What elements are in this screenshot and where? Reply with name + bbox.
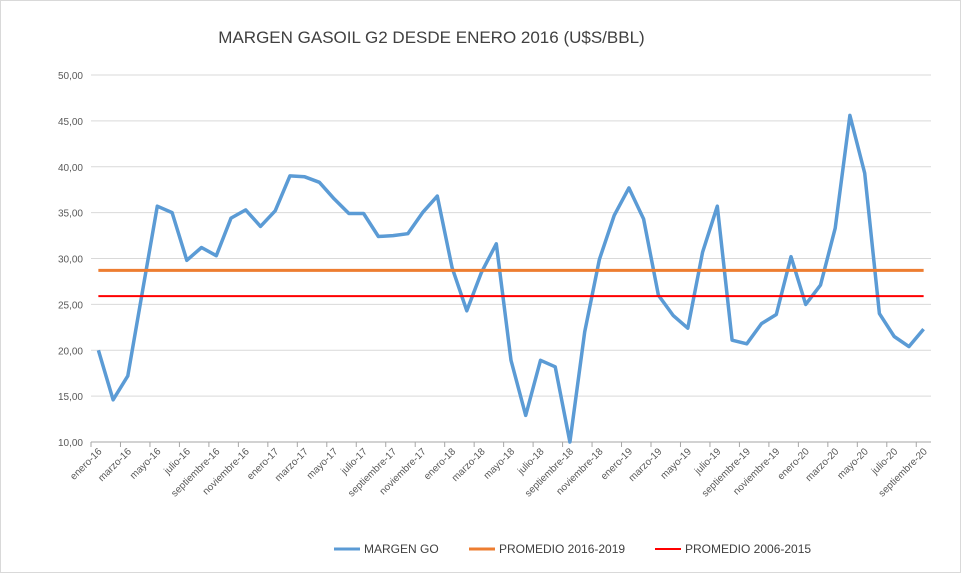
y-tick-label: 15,00 <box>58 392 83 403</box>
y-tick-label: 30,00 <box>58 255 83 266</box>
y-tick-label: 45,00 <box>58 117 83 128</box>
y-tick-label: 35,00 <box>58 209 83 220</box>
legend-label: PROMEDIO 2006-2015 <box>685 542 811 556</box>
y-tick-label: 20,00 <box>58 346 83 357</box>
y-tick-label: 50,00 <box>58 71 83 82</box>
x-tick-label: mayo-16 <box>128 446 164 482</box>
legend-label: MARGEN GO <box>364 542 439 556</box>
y-tick-label: 10,00 <box>58 438 83 449</box>
y-tick-label: 25,00 <box>58 300 83 311</box>
legend-label: PROMEDIO 2016-2019 <box>499 542 625 556</box>
x-tick-label: mayo-19 <box>659 446 695 482</box>
y-tick-label: 40,00 <box>58 163 83 174</box>
series-line-margen-go <box>98 115 923 442</box>
x-tick-label: mayo-17 <box>305 446 341 482</box>
x-tick-label: mayo-20 <box>836 446 872 482</box>
chart-title: MARGEN GASOIL G2 DESDE ENERO 2016 (U$S/B… <box>1 28 862 48</box>
x-tick-label: mayo-18 <box>482 446 518 482</box>
